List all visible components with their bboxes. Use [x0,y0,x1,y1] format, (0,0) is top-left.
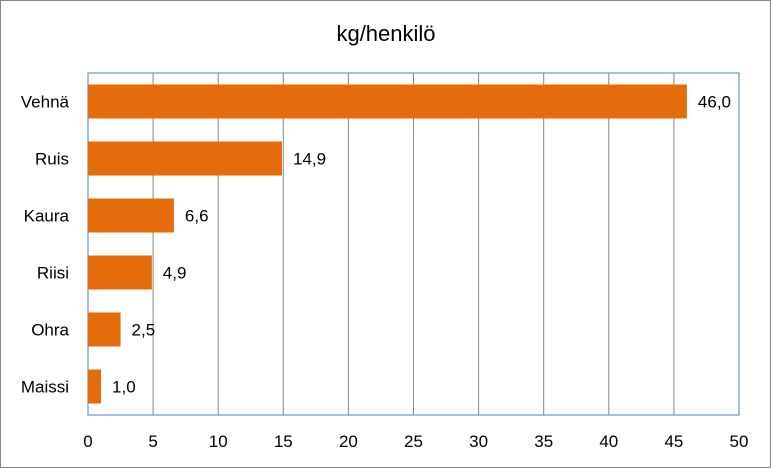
bar [88,141,282,176]
bar [88,369,102,404]
x-tick-label: 40 [599,432,618,451]
bar [88,198,174,233]
plot-area [87,72,740,416]
bars [88,84,687,404]
data-label: 6,6 [185,207,209,226]
category-label: Riisi [37,264,69,283]
category-label: Ruis [35,150,69,169]
x-tick-label: 35 [534,432,553,451]
data-label: 4,9 [163,264,187,283]
x-axis-tick-labels: 0 5 10 15 20 25 30 35 40 45 50 [83,432,748,451]
data-label: 14,9 [293,150,326,169]
bar [88,84,687,119]
chart-title: kg/henkilö [336,21,435,46]
x-tick-label: 5 [148,432,157,451]
data-label: 1,0 [112,378,136,397]
x-tick-label: 20 [339,432,358,451]
x-tick-label: 45 [664,432,683,451]
x-tick-label: 25 [404,432,423,451]
category-label: Ohra [31,321,69,340]
data-label: 46,0 [698,93,731,112]
category-label: Vehnä [21,93,70,112]
x-tick-label: 50 [730,432,749,451]
category-label: Kaura [24,207,70,226]
bar [88,312,121,347]
x-tick-label: 30 [469,432,488,451]
bar [88,255,152,290]
x-tick-label: 15 [274,432,293,451]
data-labels: 46,0 14,9 6,6 4,9 2,5 1,0 [112,93,731,397]
gridlines [152,73,675,415]
x-tick-label: 0 [83,432,92,451]
data-label: 2,5 [132,321,156,340]
category-label: Maissi [21,378,69,397]
category-labels: Vehnä Ruis Kaura Riisi Ohra Maissi [21,93,70,397]
x-tick-label: 10 [209,432,228,451]
